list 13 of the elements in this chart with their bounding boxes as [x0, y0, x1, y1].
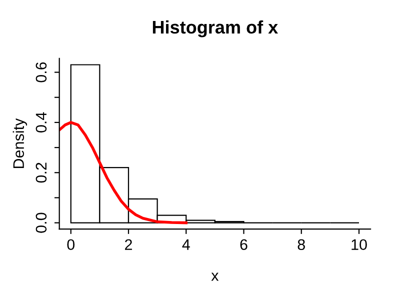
x-axis-title: x	[211, 272, 219, 281]
chart-title: Histogram of x	[152, 20, 278, 38]
y-tick-label: 0.6	[36, 62, 47, 82]
y-tick-label: 0.0	[36, 212, 47, 233]
x-tick-label: 6	[240, 239, 248, 250]
x-tick-label: 4	[182, 239, 190, 250]
y-tick-label: 0.4	[36, 112, 47, 132]
x-tick-label: 2	[125, 239, 132, 250]
y-tick-label: 0.2	[36, 162, 47, 183]
x-tick-label: 0	[67, 239, 75, 250]
x-tick-label: 10	[352, 239, 367, 250]
y-axis-title: Density	[12, 118, 28, 168]
x-tick-label: 8	[298, 239, 305, 250]
